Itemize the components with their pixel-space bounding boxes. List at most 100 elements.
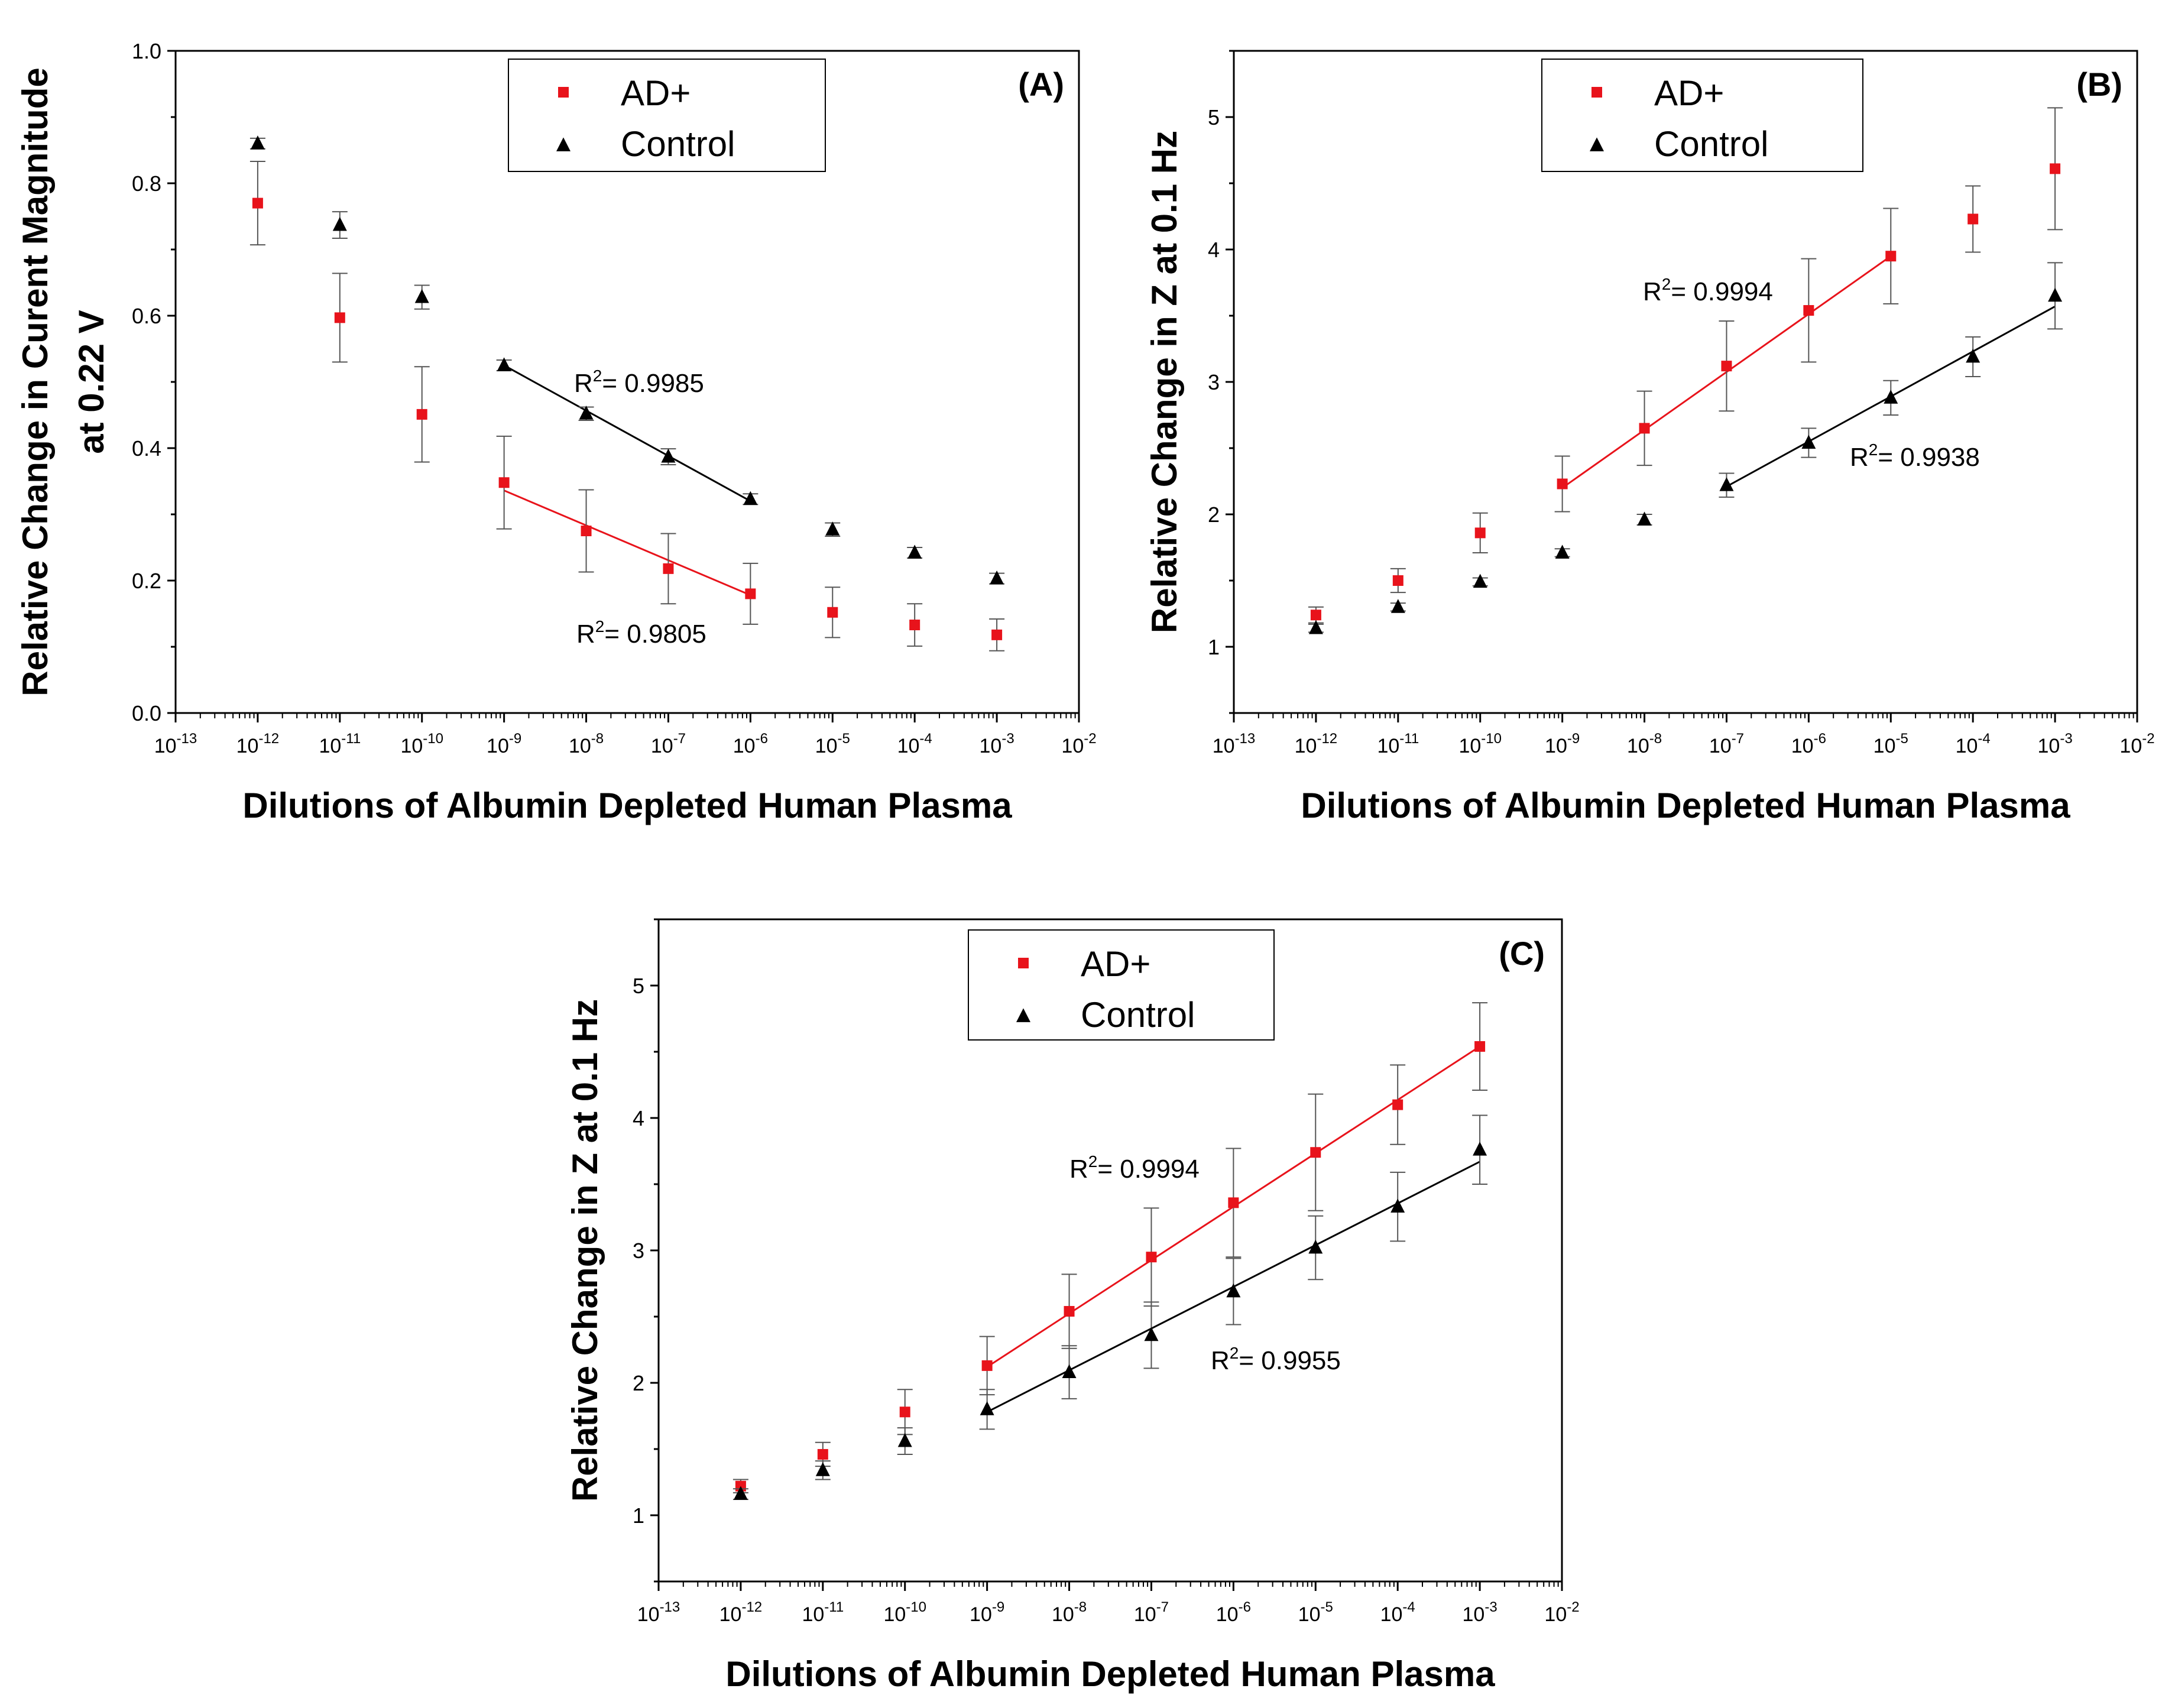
- x-tick-label: 10-6: [1791, 731, 1826, 757]
- r-squared-value: = 0.9994: [1097, 1155, 1200, 1184]
- x-tick-base: 10: [400, 735, 423, 757]
- x-tick-label: 10-12: [719, 1599, 763, 1626]
- data-point: [1228, 1197, 1239, 1208]
- x-tick-label: 10-3: [2038, 731, 2073, 757]
- legend-label: AD+: [1081, 944, 1150, 984]
- x-tick-label: 10-9: [1545, 731, 1580, 757]
- data-point: [1392, 575, 1403, 586]
- data-point: [817, 1448, 828, 1460]
- legend: AD+ Control: [968, 929, 1275, 1041]
- x-axis-title: Dilutions of Albumin Depleted Human Plas…: [1301, 786, 2070, 825]
- data-point: [1473, 1142, 1487, 1156]
- data-point: [1310, 1147, 1321, 1158]
- y-tick-label: 3: [1208, 370, 1220, 394]
- x-tick-base: 10: [487, 735, 509, 757]
- y-tick-label: 2: [1208, 503, 1220, 527]
- y-tick-label: 1: [633, 1503, 644, 1528]
- legend-label: Control: [1654, 124, 1768, 164]
- panel-A: 0.00.20.40.60.81.010-13 10-12 10-11 10-10 10…: [15, 39, 1097, 825]
- data-point: [1474, 1041, 1486, 1052]
- data-point: [1310, 610, 1321, 621]
- data-point: [1885, 251, 1897, 262]
- data-point: [825, 521, 840, 536]
- data-point: [1226, 1283, 1241, 1298]
- data-point: [1803, 305, 1814, 316]
- x-tick-exponent: -9: [1567, 731, 1580, 747]
- x-tick-label: 10-5: [1873, 731, 1908, 757]
- legend-label: Control: [1081, 995, 1195, 1035]
- x-tick-label: 10-4: [897, 731, 932, 757]
- data-point: [1473, 573, 1487, 588]
- legend-marker: [1590, 137, 1604, 151]
- data-point: [990, 571, 1004, 585]
- r-squared-exponent: 2: [1230, 1344, 1239, 1362]
- r-squared-label: R2= 0.9994: [1643, 275, 1773, 306]
- data-point: [497, 357, 511, 371]
- x-tick-exponent: -8: [1649, 731, 1662, 747]
- r-squared-label: R2= 0.9938: [1850, 440, 1980, 472]
- x-tick-label: 10-9: [487, 731, 521, 757]
- y-axis-title: Relative Change in Z at 0.1 Hz: [1145, 131, 1184, 633]
- legend-label: AD+: [621, 73, 691, 113]
- series-ad: R2= 0.9994: [1308, 107, 2063, 624]
- x-tick-exponent: -11: [341, 731, 361, 747]
- data-point: [1308, 620, 1323, 634]
- data-point: [899, 1406, 910, 1418]
- legend: AD+ Control: [1541, 59, 1863, 172]
- x-tick-base: 10: [1298, 1603, 1321, 1626]
- x-tick-exponent: -5: [1896, 731, 1908, 747]
- x-tick-base: 10: [1052, 1603, 1074, 1626]
- x-tick-exponent: -4: [1402, 1599, 1415, 1615]
- x-tick-label: 10-4: [1956, 731, 1991, 757]
- data-point: [334, 312, 345, 323]
- x-tick-label: 10-3: [1463, 1599, 1497, 1626]
- x-tick-label: 10-4: [1380, 1599, 1415, 1626]
- x-tick-exponent: -7: [673, 731, 686, 747]
- x-tick-label: 10-10: [400, 731, 443, 757]
- x-tick-exponent: -13: [177, 731, 197, 747]
- legend-marker: [556, 137, 571, 151]
- r-squared-value: = 0.9955: [1239, 1346, 1341, 1375]
- data-point: [909, 620, 920, 631]
- x-tick-exponent: -2: [2142, 731, 2154, 747]
- x-tick-base: 10: [1380, 1603, 1403, 1626]
- x-tick-exponent: -13: [660, 1599, 680, 1615]
- r-squared-symbol: R: [576, 620, 595, 649]
- series-control: R2= 0.9938: [1308, 262, 2063, 634]
- x-tick-label: 10-8: [569, 731, 604, 757]
- data-point: [1639, 423, 1650, 434]
- x-tick-base: 10: [569, 735, 591, 757]
- r-squared-symbol: R: [1069, 1155, 1088, 1184]
- r-squared-exponent: 2: [1869, 440, 1878, 459]
- data-point: [1721, 361, 1732, 372]
- data-point: [897, 1432, 912, 1447]
- x-tick-label: 10-10: [883, 1599, 926, 1626]
- x-tick-exponent: -10: [423, 731, 443, 747]
- x-tick-exponent: -2: [1084, 731, 1096, 747]
- y-tick-label: 5: [1208, 105, 1220, 129]
- r-squared-exponent: 2: [595, 617, 605, 636]
- x-tick-base: 10: [1463, 1603, 1485, 1626]
- x-tick-exponent: -5: [838, 731, 850, 747]
- y-tick-label: 4: [1208, 238, 1220, 262]
- y-axis-title: Relative Change in Z at 0.1 Hz: [565, 999, 605, 1502]
- y-axis-title: at 0.22 V: [72, 310, 111, 454]
- x-tick-base: 10: [719, 1603, 742, 1626]
- x-tick-base: 10: [1545, 735, 1567, 757]
- x-tick-exponent: -3: [1484, 1599, 1497, 1615]
- r-squared-exponent: 2: [593, 367, 602, 385]
- x-tick-base: 10: [1627, 735, 1649, 757]
- x-tick-exponent: -4: [919, 731, 932, 747]
- x-tick-exponent: -12: [258, 731, 279, 747]
- x-tick-exponent: -6: [756, 731, 768, 747]
- x-axis-title: Dilutions of Albumin Depleted Human Plas…: [242, 786, 1012, 825]
- x-tick-label: 10-8: [1052, 1599, 1087, 1626]
- legend-box: [1541, 59, 1863, 172]
- x-tick-exponent: -10: [1481, 731, 1502, 747]
- r-squared-symbol: R: [1211, 1346, 1230, 1375]
- data-point: [1392, 1099, 1403, 1110]
- x-tick-base: 10: [1709, 735, 1732, 757]
- legend-box: [508, 59, 826, 172]
- legend-marker: [1016, 1008, 1030, 1022]
